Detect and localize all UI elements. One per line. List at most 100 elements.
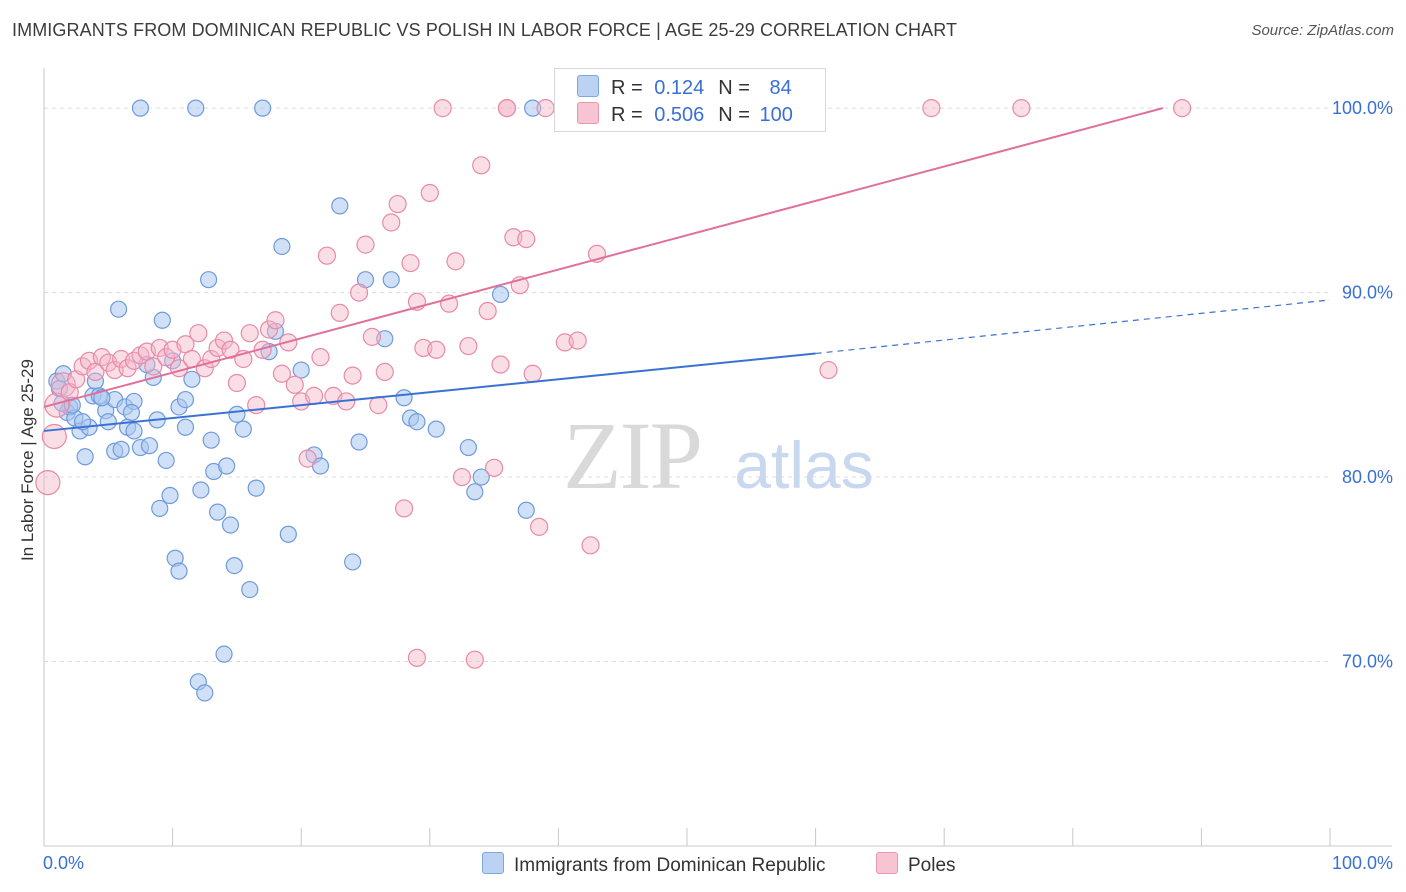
- data-point-dominican: [466, 483, 484, 501]
- data-point-poles: [1012, 99, 1031, 118]
- data-point-dominican: [395, 389, 413, 407]
- data-point-poles: [266, 311, 285, 330]
- data-point-dominican: [234, 420, 252, 438]
- bottom-legend-dominican: Immigrants from Dominican Republic: [482, 852, 826, 877]
- data-point-poles: [214, 331, 234, 350]
- y-tick-label: 70.0%: [1342, 652, 1393, 672]
- data-point-dominican: [161, 486, 179, 505]
- data-point-poles: [195, 359, 214, 378]
- data-point-poles: [581, 536, 600, 555]
- legend-r-label: R =: [611, 104, 643, 126]
- data-point-poles: [485, 458, 504, 477]
- bottom-legend-poles: Poles: [876, 852, 956, 877]
- data-point-dominican: [491, 285, 510, 304]
- data-point-poles: [446, 252, 465, 271]
- legend-r-value: 0.506: [654, 104, 705, 126]
- data-point-poles: [394, 499, 414, 518]
- data-point-dominican: [122, 403, 141, 422]
- data-point-poles: [1173, 99, 1192, 118]
- data-point-poles: [922, 99, 941, 118]
- data-point-poles: [118, 359, 137, 378]
- watermark-atlas: atlas: [734, 428, 873, 502]
- source-note: Source: ZipAtlas.com: [1251, 22, 1394, 39]
- data-point-poles: [304, 386, 324, 405]
- data-point-poles: [517, 229, 536, 249]
- data-point-poles: [375, 362, 394, 382]
- data-point-dominican: [215, 645, 233, 663]
- legend-n-value: 84: [769, 77, 792, 99]
- data-point-poles: [452, 467, 472, 487]
- data-point-dominican: [176, 418, 195, 436]
- data-point-dominican: [183, 370, 201, 388]
- data-point-dominican: [140, 437, 159, 455]
- trendline-dominican: [43, 352, 816, 432]
- legend-r-value: 0.124: [654, 77, 705, 99]
- data-point-poles: [240, 324, 259, 343]
- data-point-dominican: [176, 390, 195, 409]
- y-tick-label: 90.0%: [1342, 283, 1393, 303]
- data-point-poles: [478, 301, 497, 321]
- data-point-poles: [407, 648, 427, 667]
- x-tick-labels: 0.0% 100.0%: [43, 853, 1393, 873]
- data-point-poles: [285, 375, 304, 394]
- legend-row-dominican: R = 0.124 N = 84: [577, 75, 792, 100]
- data-point-dominican: [279, 525, 297, 543]
- stats-legend: R = 0.124 N = 84 R = 0.506 N = 100: [554, 68, 826, 132]
- data-point-dominican: [382, 271, 400, 289]
- legend-r-label: R =: [611, 77, 643, 99]
- legend-swatch-blue: [577, 75, 599, 97]
- data-point-dominican: [376, 330, 394, 348]
- y-tick-label: 80.0%: [1342, 467, 1393, 487]
- data-point-poles: [427, 340, 446, 359]
- data-point-poles: [362, 327, 382, 346]
- data-point-poles: [491, 355, 510, 374]
- data-point-dominican: [427, 420, 445, 438]
- y-axis-label: In Labor Force | Age 25-29: [18, 359, 37, 561]
- data-point-poles: [433, 99, 452, 118]
- data-point-poles: [44, 392, 70, 418]
- data-point-poles: [382, 213, 401, 232]
- data-point-poles: [472, 156, 491, 175]
- data-point-dominican: [200, 271, 218, 289]
- data-point-poles: [388, 194, 407, 214]
- legend-n-label: N =: [718, 104, 750, 126]
- data-point-dominican: [254, 99, 272, 117]
- data-point-poles: [317, 246, 337, 265]
- trendline-dominican-extension: [815, 299, 1331, 355]
- data-point-poles: [189, 324, 208, 343]
- y-tick-label: 100.0%: [1332, 98, 1393, 118]
- data-point-poles: [253, 340, 272, 359]
- data-point-poles: [497, 99, 517, 118]
- bottom-swatch-blue: [482, 852, 504, 874]
- bottom-swatch-pink: [876, 852, 898, 874]
- data-point-poles: [530, 517, 549, 536]
- data-point-poles: [35, 469, 61, 496]
- data-point-dominican: [344, 553, 362, 571]
- data-point-poles: [227, 373, 246, 393]
- data-point-poles: [298, 449, 317, 468]
- data-point-poles: [272, 364, 292, 383]
- data-point-dominican: [99, 413, 117, 431]
- axes: [43, 68, 1392, 847]
- data-point-poles: [311, 348, 330, 367]
- data-point-dominican: [125, 422, 143, 440]
- data-point-poles: [343, 366, 362, 385]
- data-point-dominican: [408, 413, 426, 431]
- data-point-dominican: [196, 684, 214, 702]
- data-point-dominican: [93, 389, 111, 407]
- data-point-poles: [369, 396, 388, 415]
- data-point-dominican: [247, 479, 265, 497]
- legend-n-value: 100: [759, 104, 793, 126]
- data-point-dominican: [331, 197, 349, 215]
- data-point-poles: [536, 99, 555, 118]
- x-tick-label: 100.0%: [1332, 853, 1393, 873]
- data-point-dominican: [109, 300, 128, 318]
- data-point-dominican: [151, 499, 169, 518]
- data-point-dominican: [192, 481, 210, 499]
- trendline-poles: [43, 107, 1164, 408]
- legend-swatch-pink: [577, 102, 599, 124]
- legend-row-poles: R = 0.506 N = 100: [577, 102, 793, 127]
- data-point-dominican: [459, 438, 477, 457]
- trend-lines: [43, 107, 1331, 432]
